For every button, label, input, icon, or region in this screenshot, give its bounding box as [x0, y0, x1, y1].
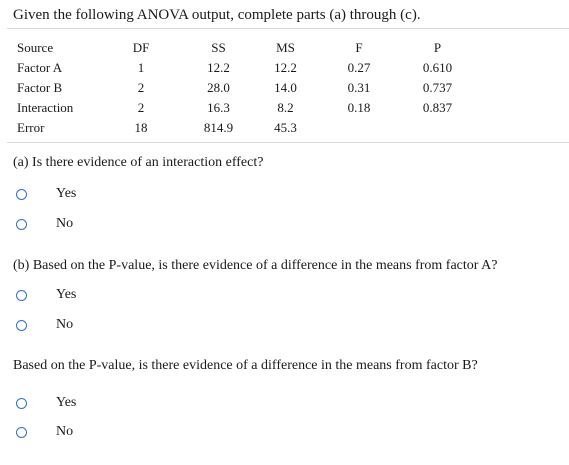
cell-ms: 45.3	[274, 120, 297, 135]
question-b-option-yes[interactable]: Yes	[16, 286, 76, 304]
cell-ss: 12.2	[207, 60, 230, 75]
cell-ms: 14.0	[274, 80, 297, 95]
header-ms: MS	[276, 40, 295, 55]
divider-bottom	[7, 142, 569, 143]
radio-button-icon[interactable]	[16, 426, 27, 438]
table-row: Error 18 814.9 45.3	[13, 118, 476, 138]
cell-ms: 12.2	[274, 60, 297, 75]
option-label: Yes	[56, 287, 77, 302]
table-header-row: Source DF SS MS F P	[13, 38, 476, 58]
option-label: No	[56, 216, 74, 231]
cell-ss: 814.9	[203, 120, 234, 135]
cell-df: 18	[134, 120, 148, 135]
cell-df: 2	[137, 100, 145, 115]
question-b: (b) Based on the P-value, is there evide…	[13, 258, 498, 273]
question-c-option-yes[interactable]: Yes	[16, 394, 76, 412]
cell-df: 2	[137, 80, 145, 95]
question-a-option-no[interactable]: No	[16, 215, 73, 233]
question-a: (a) Is there evidence of an interaction …	[13, 155, 264, 170]
cell-source: Interaction	[17, 100, 74, 115]
radio-button-icon[interactable]	[16, 397, 27, 409]
header-p: P	[433, 40, 442, 55]
question-b-option-no[interactable]: No	[16, 316, 73, 334]
header-source: Source	[17, 40, 54, 55]
radio-button-icon[interactable]	[16, 218, 27, 230]
question-c-option-no[interactable]: No	[16, 423, 73, 441]
radio-button-icon[interactable]	[16, 289, 27, 301]
cell-df: 1	[137, 60, 145, 75]
option-label: No	[56, 317, 74, 332]
question-a-option-yes[interactable]: Yes	[16, 185, 76, 203]
table-row: Factor B 2 28.0 14.0 0.31 0.737	[13, 78, 476, 98]
cell-source: Factor A	[17, 60, 63, 75]
cell-f: 0.31	[347, 80, 371, 95]
cell-ss: 28.0	[207, 80, 230, 95]
divider-top	[7, 28, 569, 29]
option-label: Yes	[56, 186, 77, 201]
cell-ss: 16.3	[207, 100, 230, 115]
option-label: No	[56, 424, 74, 439]
cell-f	[319, 118, 399, 138]
table-row: Factor A 1 12.2 12.2 0.27 0.610	[13, 58, 476, 78]
cell-p	[399, 118, 476, 138]
cell-f: 0.27	[347, 60, 371, 75]
option-label: Yes	[56, 395, 77, 410]
header-f: F	[355, 40, 363, 55]
instructions-heading: Given the following ANOVA output, comple…	[13, 7, 421, 23]
header-ss: SS	[211, 40, 226, 55]
cell-source: Factor B	[17, 80, 63, 95]
question-c: Based on the P-value, is there evidence …	[13, 358, 478, 373]
cell-f: 0.18	[347, 100, 371, 115]
radio-button-icon[interactable]	[16, 319, 27, 331]
table-row: Interaction 2 16.3 8.2 0.18 0.837	[13, 98, 476, 118]
header-df: DF	[132, 40, 150, 55]
radio-button-icon[interactable]	[16, 188, 27, 200]
cell-ms: 8.2	[277, 100, 294, 115]
anova-table: Source DF SS MS F P Factor A 1 12.2 12.2…	[13, 38, 476, 138]
cell-p: 0.737	[422, 80, 453, 95]
cell-p: 0.837	[422, 100, 453, 115]
cell-p: 0.610	[422, 60, 453, 75]
cell-source: Error	[17, 120, 45, 135]
